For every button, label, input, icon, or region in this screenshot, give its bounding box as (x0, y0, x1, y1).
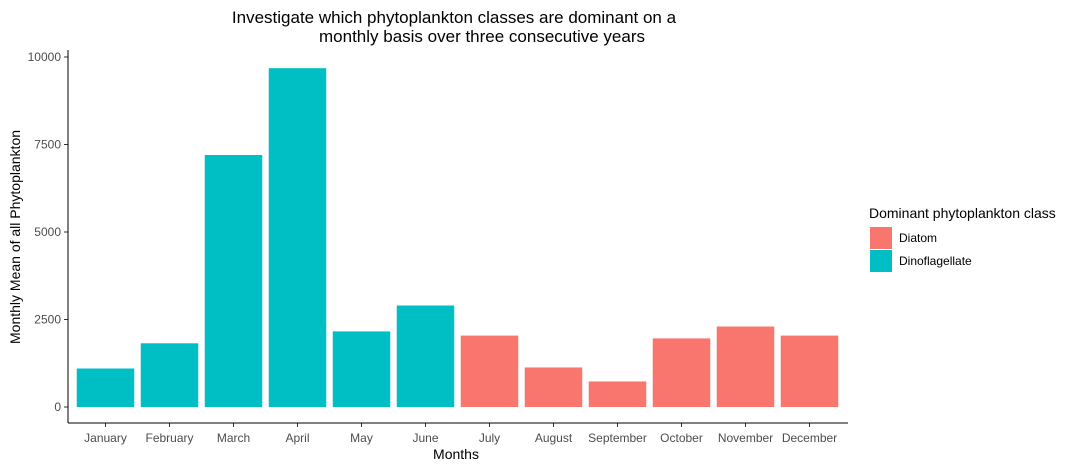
x-tick-label-january: January (84, 431, 127, 445)
legend-title: Dominant phytoplankton class (869, 205, 1056, 221)
bar-november (716, 326, 775, 407)
legend-label-dinoflagellate: Dinoflagellate (899, 254, 972, 268)
chart-title-line-2: monthly basis over three consecutive yea… (319, 27, 645, 46)
bars (76, 68, 839, 407)
y-tick-label: 7500 (34, 138, 61, 152)
y-tick-label: 10000 (28, 50, 62, 64)
bar-july (460, 335, 519, 407)
bar-december (780, 335, 839, 407)
x-axis-title: Months (433, 446, 479, 462)
y-tick-label: 2500 (34, 313, 61, 327)
bar-may (332, 331, 391, 407)
x-tick-label-july: July (479, 431, 500, 445)
bar-march (204, 155, 263, 407)
x-tick-label-september: September (588, 431, 647, 445)
x-tick-label-may: May (350, 431, 373, 445)
chart-title-line-1: Investigate which phytoplankton classes … (232, 8, 677, 27)
x-tick-label-april: April (285, 431, 309, 445)
bar-february (140, 343, 199, 407)
y-axis-ticks: 0 2500 5000 7500 10000 (28, 50, 68, 414)
legend-label-diatom: Diatom (899, 231, 937, 245)
bar-october (652, 338, 711, 407)
x-tick-label-march: March (217, 431, 250, 445)
y-tick-label: 5000 (34, 225, 61, 239)
x-tick-label-december: December (782, 431, 837, 445)
bar-august (524, 367, 583, 407)
y-axis-title: Monthly Mean of all Phytoplankton (7, 130, 23, 344)
x-tick-label-august: August (535, 431, 573, 445)
legend: Dominant phytoplankton class Diatom Dino… (869, 205, 1056, 272)
x-axis-ticks: January February March April May June July Augu… (84, 423, 837, 445)
bar-september (588, 381, 647, 407)
x-tick-label-october: October (660, 431, 703, 445)
legend-swatch-dinoflagellate (870, 250, 892, 272)
bar-january (76, 368, 135, 407)
x-tick-label-november: November (718, 431, 773, 445)
legend-swatch-diatom (870, 227, 892, 249)
x-tick-label-june: June (412, 431, 438, 445)
y-tick-label: 0 (54, 400, 61, 414)
bar-june (396, 305, 455, 407)
x-tick-label-february: February (145, 431, 193, 445)
bar-april (268, 68, 327, 407)
